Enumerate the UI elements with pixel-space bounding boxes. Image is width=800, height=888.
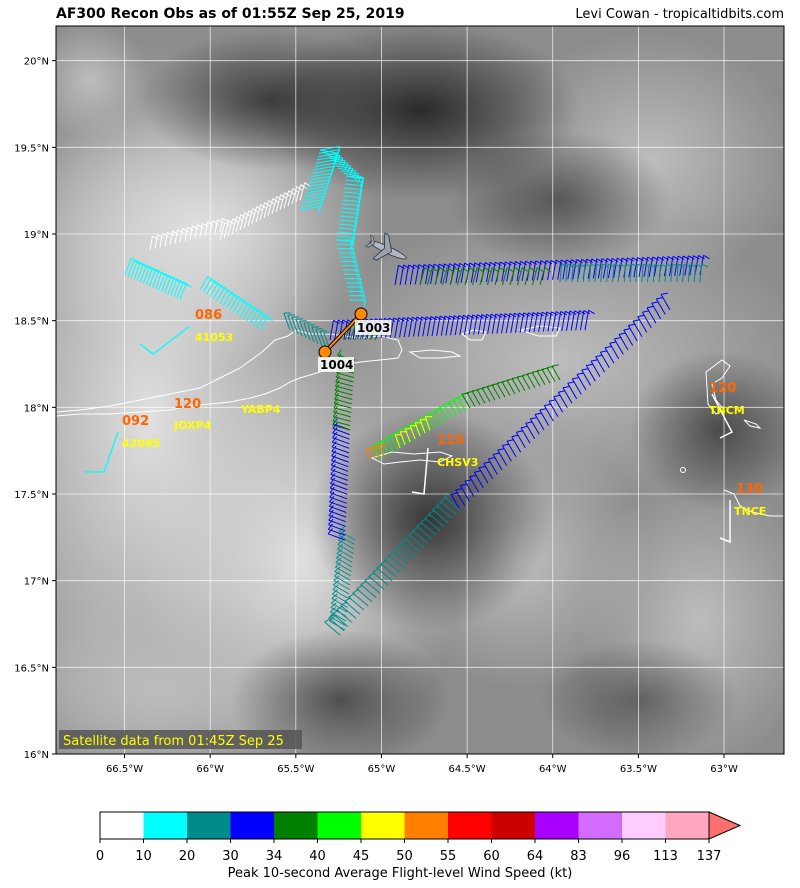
fix-1004-marker <box>318 345 332 359</box>
aircraft-track: 1003 1004 <box>318 307 391 372</box>
st-croix-coast <box>370 451 454 465</box>
colorbar-tick-label: 50 <box>396 849 413 864</box>
lon-tick-label: 66.5°W <box>106 764 143 775</box>
st-maarten-coast <box>705 359 731 415</box>
colorbar-tick-label: 55 <box>440 849 457 864</box>
colorbar-swatch <box>491 812 536 839</box>
wind-barbs <box>124 146 710 636</box>
station-chsv3-id: CHSV3 <box>437 456 478 469</box>
satellite-image <box>56 26 784 754</box>
colorbar-swatch <box>317 812 362 839</box>
colorbar-swatch <box>100 812 144 839</box>
station-42085-id: 42085 <box>122 437 160 450</box>
lon-tick-label: 65°W <box>368 764 396 775</box>
lon-tick-label: 64.5°W <box>449 764 486 775</box>
lat-tick-label: 19°N <box>24 230 49 241</box>
station-barbs <box>411 393 734 544</box>
colorbar-tick-label: 137 <box>697 849 722 864</box>
buoy-barbs <box>84 325 191 473</box>
lat-tick-label: 16°N <box>24 750 49 761</box>
colorbar-swatch <box>448 812 492 839</box>
colorbar: 0 10 20 30 34 40 45 50 55 60 64 83 96 113 137 <box>96 811 742 864</box>
colorbar-swatch <box>361 812 405 839</box>
station-yabp4-id: YABP4 <box>240 403 281 416</box>
colorbar-swatch <box>535 812 579 839</box>
map-frame <box>55 25 785 755</box>
station-labels: 086 41053 092 42085 120 JOXP4 YABP4 110 … <box>122 308 766 518</box>
fix-1003-marker <box>354 307 368 321</box>
colorbar-tick-label: 45 <box>353 849 370 864</box>
colorbar-swatch <box>578 812 623 839</box>
puerto-rico-coast <box>56 329 403 417</box>
saba-island <box>680 467 686 473</box>
lon-tick-label: 64°W <box>539 764 567 775</box>
saba-coast <box>743 419 762 429</box>
colorbar-swatch <box>404 812 449 839</box>
colorbar-tick-label: 64 <box>527 849 544 864</box>
station-chsv3-value: 110 <box>437 433 464 448</box>
station-tnce-value: 130 <box>736 482 763 497</box>
colorbar-swatch <box>187 812 231 839</box>
tncm-barb <box>711 393 734 439</box>
chart-title: AF300 Recon Obs as of 01:55Z Sep 25, 201… <box>56 6 405 22</box>
credit-text: Levi Cowan - tropicaltidbits.com <box>575 7 784 22</box>
colorbar-swatch <box>665 812 710 839</box>
fix-1004-label: 1004 <box>320 358 353 372</box>
coastlines <box>56 325 784 517</box>
station-tncm-value: 120 <box>709 381 736 396</box>
lat-tick-label: 18°N <box>24 403 49 414</box>
station-41053-id: 41053 <box>195 331 233 344</box>
colorbar-swatch <box>274 812 318 839</box>
lat-tick-label: 16.5°N <box>14 663 49 674</box>
colorbar-tick-label: 20 <box>179 849 196 864</box>
colorbar-swatch <box>230 812 275 839</box>
station-42085-value: 092 <box>122 414 149 429</box>
colorbar-swatch <box>622 812 666 839</box>
lon-tick-label: 66°W <box>196 764 224 775</box>
axis-ticks: 66.5°W 66°W 65.5°W 65°W 64.5°W 64°W 63.5°W 63°W… <box>14 57 738 775</box>
colorbar-tick-label: 0 <box>96 849 104 864</box>
colorbar-tick-label: 34 <box>266 849 283 864</box>
colorbar-swatch <box>143 812 188 839</box>
vieques-coast <box>408 349 462 359</box>
lon-tick-label: 63.5°W <box>620 764 657 775</box>
colorbar-tick-label: 10 <box>135 849 152 864</box>
aircraft-icon <box>364 232 407 261</box>
station-41053-value: 086 <box>195 308 222 323</box>
colorbar-tick-label: 83 <box>570 849 587 864</box>
colorbar-tick-label: 96 <box>614 849 631 864</box>
tnce-barb <box>719 500 731 544</box>
chsv3-barb <box>411 447 429 495</box>
colorbar-label: Peak 10-second Average Flight-level Wind… <box>227 866 573 881</box>
lon-tick-label: 63°W <box>710 764 738 775</box>
colorbar-tick-label: 30 <box>222 849 239 864</box>
lat-tick-label: 20°N <box>24 57 49 68</box>
lat-tick-label: 17°N <box>24 577 49 588</box>
gridlines <box>56 26 784 754</box>
colorbar-tick-label: 113 <box>653 849 678 864</box>
lat-tick-label: 17.5°N <box>14 490 49 501</box>
buoy-41053-barb <box>139 325 191 355</box>
colorbar-tick-label: 60 <box>483 849 500 864</box>
station-joxp4-value: 120 <box>174 397 201 412</box>
station-tnce-id: TNCE <box>734 505 766 518</box>
st-thomas-coast <box>518 325 561 337</box>
culebra-coast <box>460 329 487 341</box>
lat-tick-label: 19.5°N <box>14 143 49 154</box>
colorbar-tick-label: 40 <box>309 849 326 864</box>
fix-1003-label: 1003 <box>357 321 390 335</box>
colorbar-extend-arrow <box>708 811 742 840</box>
buoy-42085-barb <box>84 431 119 473</box>
lat-tick-label: 18.5°N <box>14 317 49 328</box>
lon-tick-label: 65.5°W <box>277 764 314 775</box>
st-eustatius-coast <box>723 489 784 517</box>
satellite-note: Satellite data from 01:45Z Sep 25 <box>63 734 284 749</box>
station-joxp4-id: JOXP4 <box>173 419 212 432</box>
station-tncm-id: TNCM <box>709 404 745 417</box>
